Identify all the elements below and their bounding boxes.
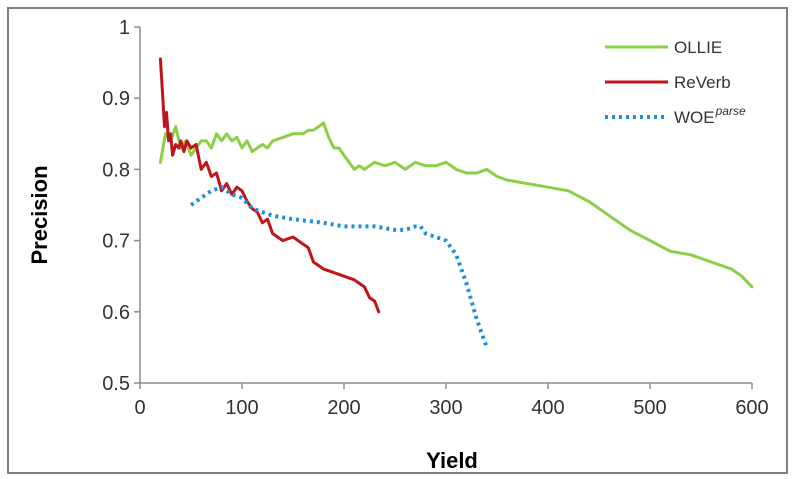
y-tick-label: 0.6 [102, 302, 130, 324]
y-tick-label: 0.9 [102, 88, 130, 110]
x-tick-label: 200 [327, 397, 360, 419]
legend-label-ollie: OLLIE [674, 38, 722, 57]
y-tick-label: 0.5 [102, 373, 130, 395]
y-tick-label: 0.8 [102, 159, 130, 181]
x-axis-title: Yield [426, 448, 478, 473]
y-axis-title: Precision [27, 165, 52, 264]
x-tick-label: 0 [134, 397, 145, 419]
legend-label-reverb: ReVerb [674, 73, 731, 92]
x-tick-label: 600 [735, 397, 768, 419]
legend-label-woe: WOE [674, 108, 715, 127]
x-tick-label: 500 [633, 397, 666, 419]
x-tick-label: 100 [225, 397, 258, 419]
x-tick-label: 400 [531, 397, 564, 419]
x-tick-label: 300 [429, 397, 462, 419]
legend-superscript: parse [715, 104, 746, 118]
y-tick-label: 1 [119, 17, 130, 39]
y-tick-label: 0.7 [102, 231, 130, 253]
